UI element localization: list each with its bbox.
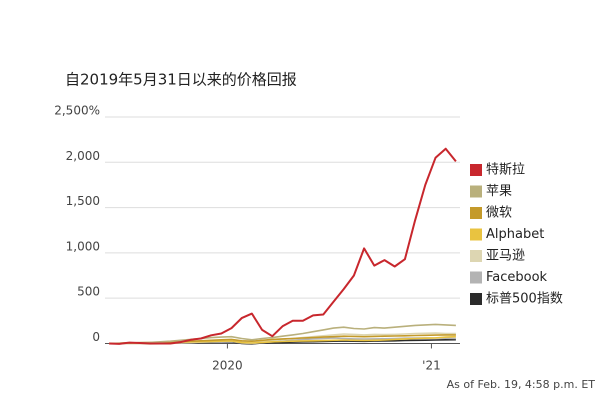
legend-swatch [470, 271, 482, 284]
y-tick-label: 2,000 [66, 149, 100, 163]
y-tick-label: 2,500% [54, 104, 100, 118]
legend-label: Alphabet [486, 227, 544, 242]
legend-swatch [470, 293, 482, 305]
legend-label: 标普500指数 [486, 292, 563, 307]
chart-title: 自2019年5月31日以来的价格回报 [65, 71, 297, 89]
x-tick-label: '21 [422, 359, 441, 373]
legend-label: Facebook [486, 270, 548, 285]
legend-label: 微软 [486, 206, 512, 221]
y-tick-label: 500 [77, 285, 100, 299]
y-tick-label: 1,500 [66, 194, 100, 208]
legend-swatch [470, 228, 482, 241]
y-tick-label: 0 [92, 330, 100, 344]
legend-label: 特斯拉 [486, 163, 525, 178]
y-tick-label: 1,000 [66, 239, 100, 253]
series-line [109, 147, 457, 345]
x-tick-label: 2020 [212, 359, 243, 373]
legend-swatch [470, 185, 482, 198]
note: As of Feb. 19, 4:58 p.m. ET [447, 378, 596, 391]
legend-label: 苹果 [486, 184, 512, 199]
legend-swatch [470, 207, 482, 219]
series-line [109, 323, 456, 345]
legend-swatch [470, 250, 482, 262]
legend-swatch [470, 164, 482, 176]
legend-label: 亚马逊 [486, 249, 525, 264]
